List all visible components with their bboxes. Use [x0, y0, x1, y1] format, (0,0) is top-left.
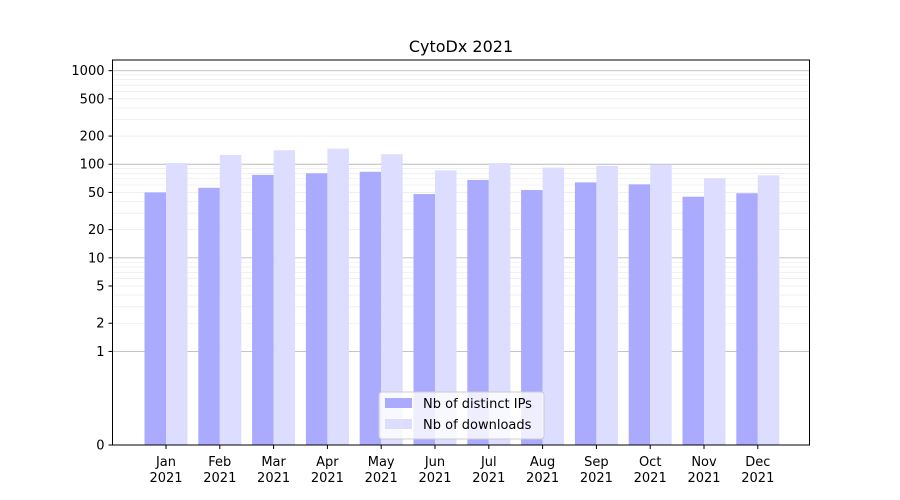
x-tick-label: Sep 2021	[580, 455, 613, 486]
bar-downloads	[273, 150, 296, 445]
legend-label-ips: Nb of distinct IPs	[423, 397, 532, 412]
legend-swatch-downloads	[385, 419, 412, 429]
chart-title: CytoDx 2021	[409, 37, 513, 56]
x-tick-label: Jul 2021	[472, 455, 505, 486]
bar-downloads	[435, 170, 457, 445]
x-tick-label: Mar 2021	[257, 455, 290, 486]
bar-downloads	[650, 164, 672, 445]
bar-downloads	[327, 148, 349, 445]
x-tick-label: Jun 2021	[418, 455, 451, 486]
bar-downloads	[757, 175, 780, 445]
x-tick-label: Nov 2021	[687, 455, 720, 486]
bar-downloads	[166, 163, 188, 445]
bar-distinct-ips	[628, 184, 651, 445]
x-tick-label: Apr 2021	[311, 455, 344, 486]
bar-downloads	[488, 163, 511, 445]
y-axis: 0 1 2 5 10 20 50 100 200 500 1000	[71, 64, 113, 454]
y-tick-label: 1000	[71, 64, 104, 79]
y-tick-label: 1	[96, 345, 104, 360]
bars	[144, 148, 780, 446]
bar-distinct-ips	[144, 192, 166, 445]
bar-distinct-ips	[467, 179, 489, 445]
legend: Nb of distinct IPs Nb of downloads	[378, 391, 545, 440]
bar-distinct-ips	[305, 173, 328, 445]
x-tick-label: Feb 2021	[203, 455, 236, 486]
bar-downloads	[219, 154, 242, 445]
y-tick-label: 2	[96, 317, 104, 332]
y-tick-label: 50	[88, 186, 105, 201]
y-tick-label: 500	[80, 92, 105, 107]
legend-label-downloads: Nb of downloads	[423, 418, 532, 433]
y-tick-label: 200	[80, 130, 105, 145]
bar-distinct-ips	[413, 194, 435, 445]
bar-downloads	[542, 167, 565, 445]
legend-swatch-ips	[385, 398, 412, 408]
bar-distinct-ips	[198, 187, 220, 445]
y-tick-label: 10	[88, 251, 105, 266]
x-tick-label: Jan 2021	[149, 455, 182, 486]
bar-distinct-ips	[736, 193, 758, 445]
y-tick-label: 5	[96, 280, 104, 295]
y-tick-label: 20	[88, 223, 105, 238]
plot-frame	[112, 59, 810, 446]
bar-downloads	[596, 165, 618, 445]
y-tick-label: 100	[80, 158, 105, 173]
bar-distinct-ips	[252, 174, 274, 445]
legend-box	[378, 391, 545, 440]
x-tick-label: Aug 2021	[526, 455, 559, 486]
x-tick-label: Dec 2021	[741, 455, 774, 486]
bar-distinct-ips	[574, 182, 597, 445]
x-tick-label: Oct 2021	[634, 455, 667, 486]
bar-distinct-ips	[521, 190, 543, 445]
bar-downloads	[381, 154, 403, 446]
bar-distinct-ips	[682, 196, 704, 445]
x-axis: Jan 2021 Feb 2021 Mar 2021 Apr 2021 May 2021 Jun 20…	[149, 445, 774, 486]
y-tick-label: 0	[96, 439, 104, 454]
bar-downloads	[704, 178, 726, 445]
bar-distinct-ips	[359, 171, 382, 445]
x-tick-label: May 2021	[365, 455, 398, 486]
